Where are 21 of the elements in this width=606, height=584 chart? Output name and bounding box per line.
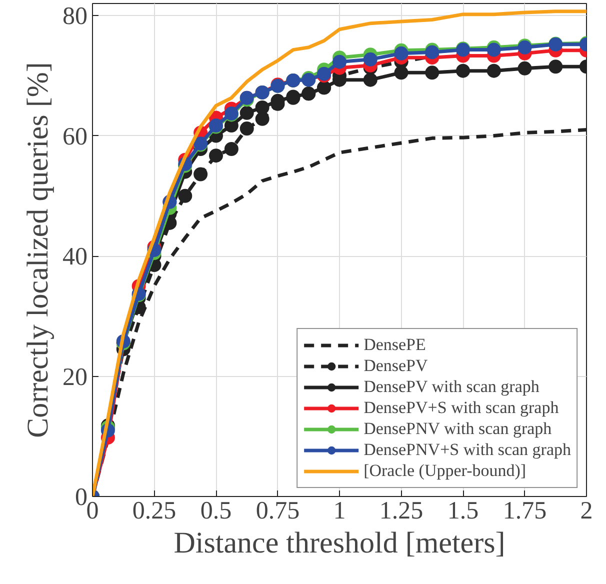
x-tick-label: 0.25 — [132, 498, 176, 524]
x-tick-label: 1.75 — [502, 498, 547, 524]
y-tick-label: 80 — [62, 3, 88, 30]
y-axis-title: Correctly localized queries [%] — [22, 62, 54, 438]
legend-label: DensePNV+S with scan graph — [364, 440, 571, 460]
y-tick-label: 20 — [62, 364, 88, 391]
x-tick-label: 1 — [333, 498, 346, 524]
x-axis-title: Distance threshold [meters] — [174, 526, 506, 560]
x-tick-label: 1.5 — [447, 498, 479, 524]
x-tick-label: 1.25 — [379, 498, 424, 524]
legend-label: DensePE — [364, 335, 426, 355]
x-tick-label: 0.5 — [200, 498, 232, 524]
legend-label: DensePNV with scan graph — [364, 419, 552, 439]
x-tick-label: 0.75 — [256, 498, 300, 524]
y-tick-label: 60 — [62, 123, 88, 150]
legend-label: [Oracle (Upper-bound)] — [364, 461, 526, 481]
legend-label: DensePV+S with scan graph — [364, 398, 559, 418]
legend-label: DensePV — [364, 356, 428, 376]
y-tick-label: 40 — [62, 244, 88, 271]
x-tick-label: 2 — [580, 498, 593, 524]
legend-label: DensePV with scan graph — [364, 377, 540, 397]
